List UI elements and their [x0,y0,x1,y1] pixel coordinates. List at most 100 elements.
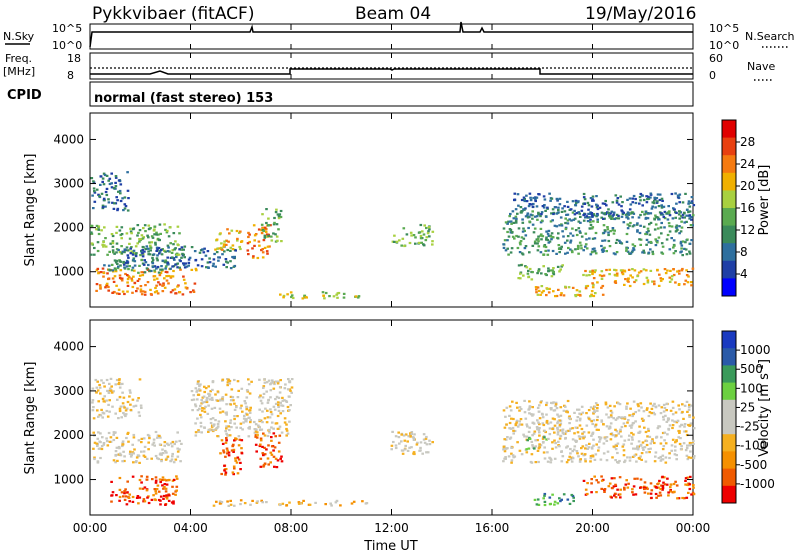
heatmap-cell [632,493,635,496]
heatmap-cell [611,201,615,204]
heatmap-cell [240,387,244,390]
heatmap-cell [649,221,653,224]
heatmap-cell [285,423,288,426]
heatmap-cell [566,200,569,203]
heatmap-cell [106,272,109,275]
heatmap-cell [688,252,692,255]
heatmap-cell [515,421,518,424]
heatmap-cell [626,223,630,226]
heatmap-cell [258,408,261,411]
heatmap-cell [649,248,652,251]
heatmap-cell [592,419,596,422]
heatmap-cell [640,458,643,461]
heatmap-cell [265,381,269,384]
heatmap-cell [97,193,100,196]
heatmap-cell [420,241,423,244]
heatmap-cell [587,446,591,449]
heatmap-cell [105,399,108,402]
heatmap-cell [232,465,236,468]
heatmap-cell [558,203,562,206]
heatmap-cell [615,274,619,277]
heatmap-cell [534,198,537,201]
heatmap-cell [561,455,565,458]
heatmap-cell [616,451,619,455]
heatmap-cell [262,464,266,467]
heatmap-cell [154,286,157,290]
heatmap-cell [658,491,662,494]
heatmap-cell [565,461,569,464]
heatmap-cell [616,488,619,491]
heatmap-cell [634,447,637,450]
heatmap-cell [269,396,272,399]
heatmap-cell [670,278,674,281]
heatmap-cell [216,435,219,438]
heatmap-cell [199,425,203,428]
heatmap-cell [132,436,136,439]
heatmap-cell [172,257,175,260]
heatmap-cell [225,403,228,406]
heatmap-cell [671,426,674,430]
heatmap-cell [108,177,112,180]
heatmap-cell [297,502,301,505]
heatmap-cell [124,414,127,418]
heatmap-cell [668,452,671,455]
heatmap-cell [593,410,596,414]
heatmap-cell [614,496,618,499]
heatmap-cell [270,445,274,448]
heatmap-cell [528,251,531,254]
heatmap-cell [123,459,126,463]
heatmap-cell [102,412,106,415]
heatmap-cell [690,239,693,242]
heatmap-cell [503,239,507,242]
heatmap-cell [129,455,133,458]
heatmap-cell [571,450,574,453]
heatmap-cell [286,388,290,391]
heatmap-cell [559,406,563,409]
heatmap-cell [194,422,197,425]
heatmap-cell [521,218,524,221]
heatmap-cell [647,492,650,495]
heatmap-cell [255,450,258,453]
heatmap-cell [602,224,606,227]
heatmap-cell [117,288,121,291]
heatmap-cell [676,270,679,273]
heatmap-cell [513,237,516,240]
heatmap-cell [567,286,571,289]
heatmap-cell [516,212,519,215]
heatmap-cell [109,436,113,439]
colorbar-tick-label: 25 [740,400,755,414]
heatmap-cell [199,413,202,416]
heatmap-cell [121,290,125,293]
heatmap-cell [628,434,631,437]
heatmap-cell [419,441,423,444]
heatmap-cell [528,220,531,223]
heatmap-cell [575,289,579,292]
heatmap-cell [536,272,539,275]
heatmap-cell [619,195,622,198]
heatmap-cell [178,448,181,451]
heatmap-cell [535,503,539,506]
heatmap-cell [596,407,599,410]
heatmap-cell [261,445,264,448]
heatmap-cell [93,253,96,256]
heatmap-cell [545,419,549,423]
heatmap-cell [92,207,95,210]
heatmap-cell [631,491,634,494]
heatmap-cell [107,201,111,204]
heatmap-cell [115,378,119,382]
heatmap-cell [117,190,120,193]
heatmap-cell [92,447,95,450]
heatmap-cell [231,255,234,259]
heatmap-cell [686,410,689,413]
heatmap-cell [217,259,220,262]
heatmap-cell [614,253,617,256]
heatmap-cell [261,248,264,251]
heatmap-cell [688,242,692,245]
heatmap-cell [566,235,570,238]
heatmap-cell [575,439,578,443]
heatmap-cell [91,399,95,402]
heatmap-cell [631,414,634,418]
heatmap-cell [638,431,641,434]
heatmap-cell [107,198,110,201]
